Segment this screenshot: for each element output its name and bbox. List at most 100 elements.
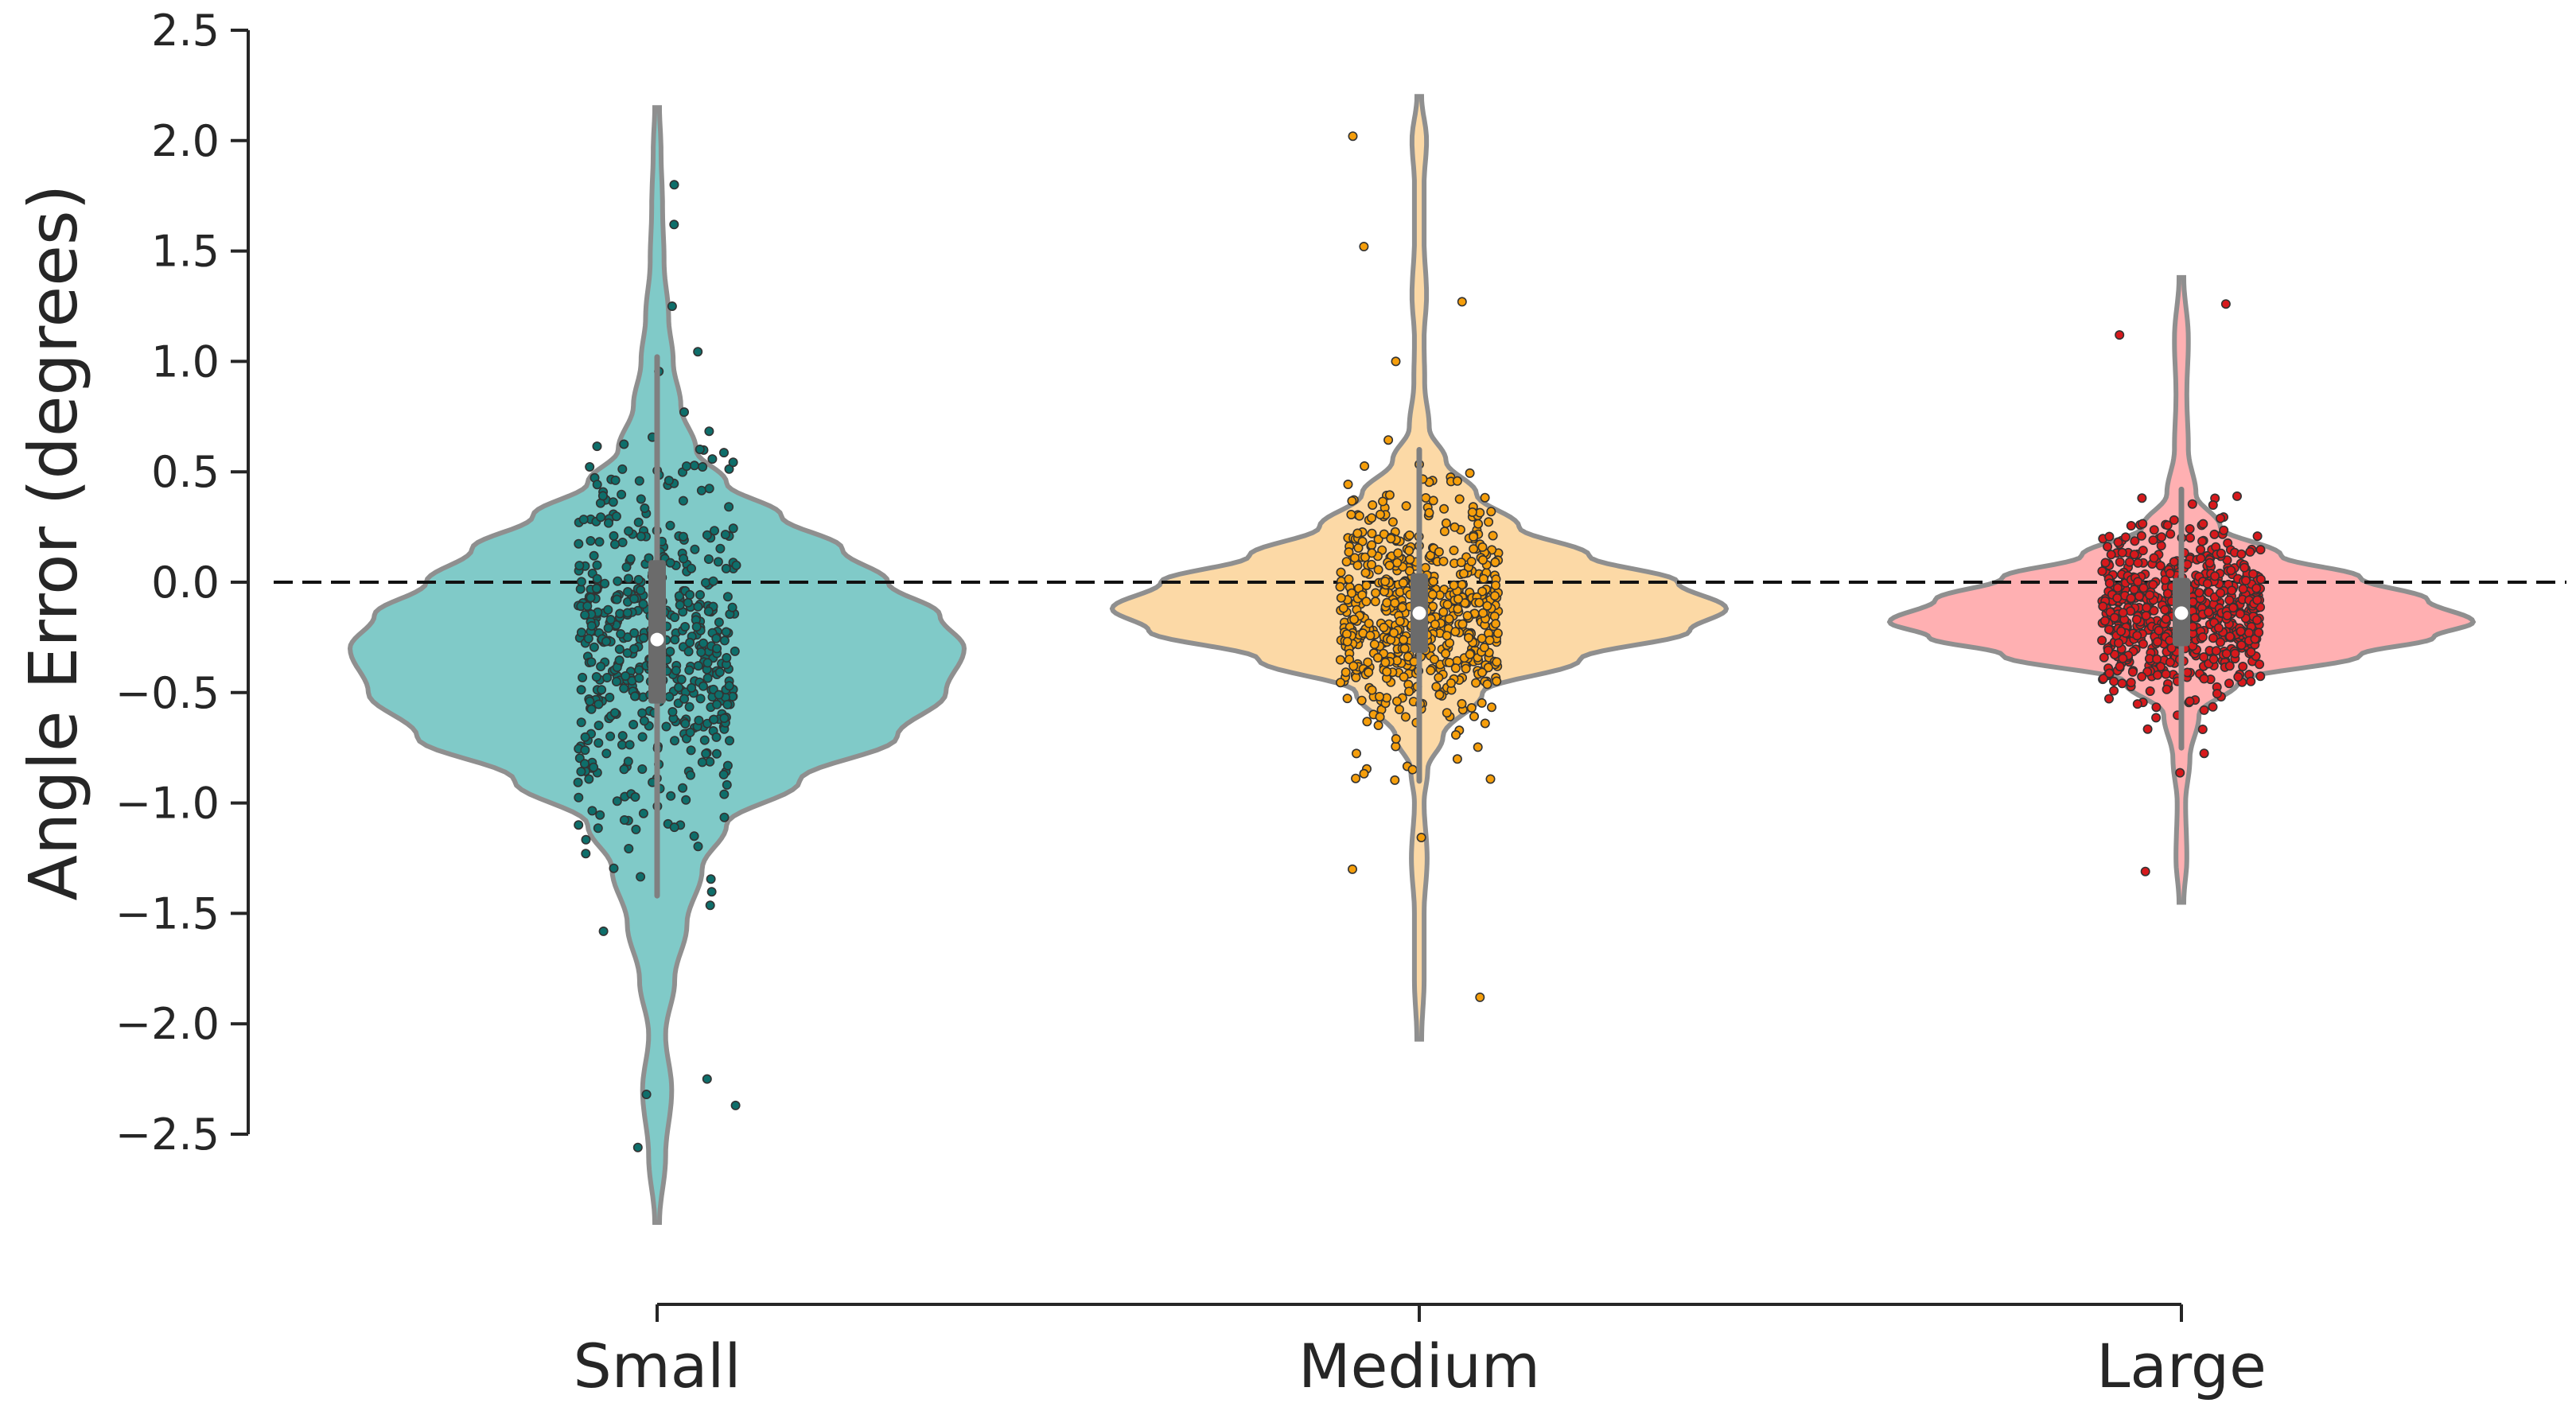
data-point xyxy=(1380,576,1391,586)
data-point xyxy=(2129,550,2139,560)
data-point xyxy=(574,538,584,549)
data-point xyxy=(2148,580,2158,590)
data-point xyxy=(2133,558,2143,568)
data-point xyxy=(678,496,688,506)
data-point xyxy=(1452,754,1462,764)
data-point xyxy=(614,655,625,666)
outlier-point xyxy=(1391,356,1401,367)
data-point xyxy=(1341,557,1352,567)
data-point xyxy=(685,589,695,600)
data-point xyxy=(612,796,622,806)
data-point xyxy=(1434,546,1444,557)
data-point xyxy=(722,779,732,790)
data-point xyxy=(2104,668,2115,678)
data-point xyxy=(2211,646,2221,656)
data-point xyxy=(2213,623,2224,633)
data-point xyxy=(2099,674,2109,684)
data-point xyxy=(1335,655,1345,665)
y-tick-label: 2.5 xyxy=(151,6,220,56)
data-point xyxy=(617,537,628,547)
data-point xyxy=(637,764,648,774)
data-point xyxy=(1456,558,1466,568)
data-point xyxy=(2115,557,2125,567)
data-point xyxy=(1446,678,1456,688)
data-point xyxy=(2208,654,2219,664)
data-point xyxy=(2099,652,2109,663)
outlier-point xyxy=(1457,297,1467,307)
data-point xyxy=(689,831,699,841)
data-point xyxy=(603,518,613,528)
data-point xyxy=(596,512,606,523)
data-point xyxy=(609,863,619,873)
outlier-point xyxy=(2115,330,2125,340)
data-point xyxy=(2196,553,2206,563)
data-point xyxy=(724,736,734,746)
data-point xyxy=(2224,595,2235,605)
data-point xyxy=(2252,595,2263,605)
data-point xyxy=(638,599,648,609)
data-point xyxy=(2169,557,2179,567)
y-axis-title: Angle Error (degrees) xyxy=(14,185,92,901)
outlier-point xyxy=(669,220,679,230)
data-point xyxy=(1487,702,1497,713)
data-point xyxy=(684,665,695,675)
data-point xyxy=(1449,545,1459,555)
data-point xyxy=(2162,684,2172,694)
data-point xyxy=(610,475,621,485)
data-point xyxy=(1477,698,1487,708)
data-point xyxy=(1373,534,1383,545)
data-point xyxy=(586,593,596,603)
data-point xyxy=(623,573,633,584)
data-point xyxy=(2118,653,2128,663)
data-point xyxy=(2151,713,2162,723)
data-point xyxy=(2118,608,2128,618)
data-point xyxy=(2103,542,2113,552)
data-point xyxy=(1466,556,1477,566)
data-point xyxy=(2165,635,2175,646)
data-point xyxy=(1491,580,1501,590)
data-point xyxy=(578,515,589,525)
data-point xyxy=(579,759,590,769)
data-point xyxy=(722,760,733,771)
median-marker xyxy=(650,632,664,647)
data-point xyxy=(719,713,730,723)
data-point xyxy=(1404,686,1414,697)
data-point xyxy=(2241,575,2251,585)
data-point xyxy=(2125,557,2135,567)
data-point xyxy=(629,643,640,654)
data-point xyxy=(2185,523,2195,534)
outlier-point xyxy=(641,1090,652,1100)
data-point xyxy=(603,623,613,633)
data-point xyxy=(1477,633,1487,643)
y-tick-label: 1.5 xyxy=(151,227,220,277)
data-point xyxy=(1391,733,1401,744)
data-point xyxy=(2197,536,2208,546)
data-point xyxy=(1395,616,1405,627)
outlier-point xyxy=(669,180,679,190)
data-point xyxy=(1439,527,1449,537)
data-point xyxy=(2238,584,2248,594)
outlier-point xyxy=(702,1074,712,1084)
data-point xyxy=(676,674,687,685)
data-point xyxy=(1364,618,1374,628)
y-tick-label: 0.0 xyxy=(151,558,220,608)
data-point xyxy=(619,439,629,449)
data-point xyxy=(680,621,691,632)
data-point xyxy=(1398,577,1408,588)
data-point xyxy=(1464,632,1474,643)
data-point xyxy=(1357,590,1368,600)
data-point xyxy=(1356,695,1367,705)
data-point xyxy=(608,497,618,507)
data-point xyxy=(2169,515,2179,525)
data-point xyxy=(665,520,675,530)
data-point xyxy=(719,635,730,646)
data-point xyxy=(709,526,719,536)
data-point xyxy=(711,633,722,643)
data-point xyxy=(2226,565,2236,576)
data-point xyxy=(605,731,616,741)
data-point xyxy=(1457,698,1467,709)
data-point xyxy=(697,757,707,768)
data-point xyxy=(694,715,704,725)
data-point xyxy=(714,667,725,678)
data-point xyxy=(679,407,689,418)
